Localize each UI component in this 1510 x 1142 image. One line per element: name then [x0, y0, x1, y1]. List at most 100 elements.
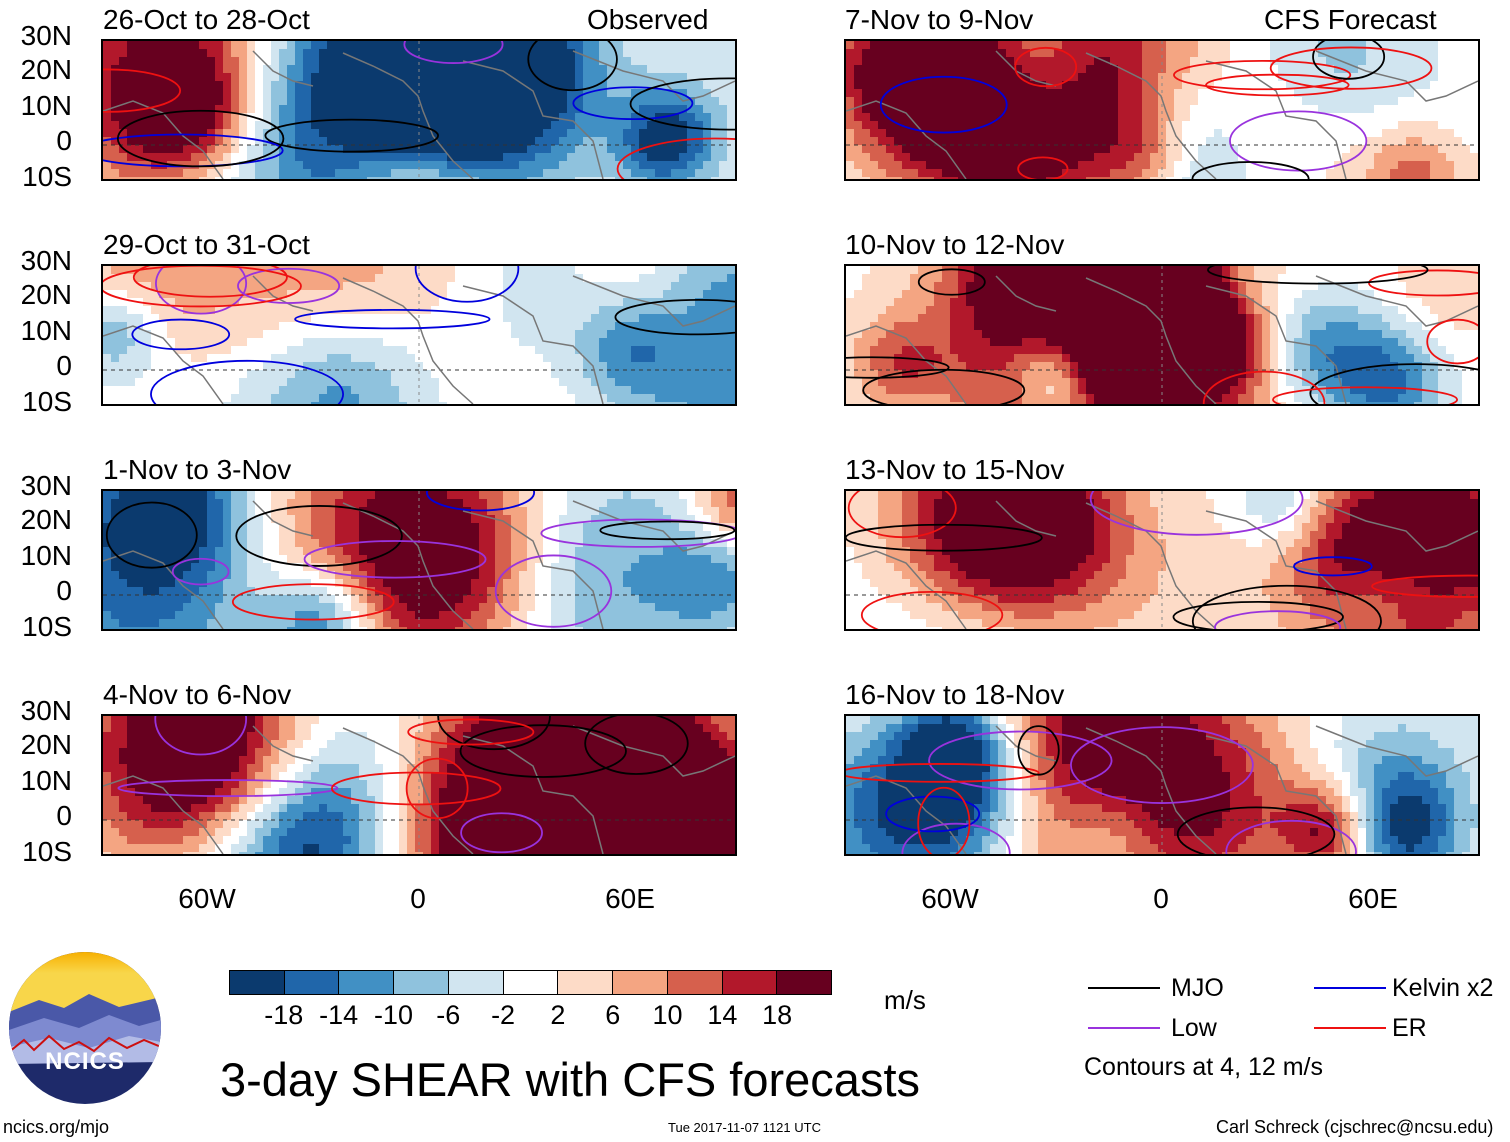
lat-label: 10N	[20, 315, 72, 346]
lat-label: 0	[56, 575, 72, 606]
shear-map	[846, 716, 1478, 854]
low-contour	[154, 716, 248, 756]
low-contour	[1089, 491, 1304, 536]
colorbar-tick-label: -10	[373, 1000, 413, 1030]
mjo-contour	[917, 268, 986, 296]
colorbar-tick-label: 18	[762, 1000, 793, 1030]
colorbar-swatch	[557, 971, 613, 994]
lat-label: 20N	[20, 279, 72, 310]
coastline	[1315, 500, 1478, 552]
panel-forecast-1	[844, 39, 1480, 181]
panel-observed-1	[101, 39, 737, 181]
coastline	[462, 60, 604, 179]
panel-title: 13-Nov to 15-Nov	[845, 454, 1065, 485]
colorbar-swatch	[666, 971, 722, 994]
colorbar-swatch	[776, 971, 832, 994]
colorbar-tick-label: -18	[264, 1000, 304, 1030]
coastline	[572, 275, 735, 327]
er-contour	[860, 591, 1004, 629]
coastline	[252, 50, 314, 87]
low-contour	[1214, 610, 1342, 629]
panel-observed-2	[101, 264, 737, 406]
shear-map	[846, 41, 1478, 179]
mjo-contour	[437, 716, 551, 751]
kelvin-contour	[426, 491, 536, 512]
er-contour	[616, 137, 735, 179]
er-contour	[1205, 73, 1350, 97]
mjo-contour	[1172, 601, 1344, 629]
lat-label: 10N	[20, 540, 72, 571]
low-contour	[1070, 726, 1254, 804]
column-header-forecast: CFS Forecast	[1264, 4, 1437, 35]
lat-label: 20N	[20, 54, 72, 85]
legend-label-low: Low	[1171, 1014, 1217, 1042]
legend-line-mjo	[1088, 987, 1160, 989]
mjo-contour	[599, 520, 735, 541]
legend-label-kelvin: Kelvin x2	[1392, 974, 1494, 1002]
coastline	[252, 725, 314, 762]
panel-title: 16-Nov to 18-Nov	[845, 679, 1065, 710]
low-contour	[237, 267, 341, 304]
low-contour	[403, 41, 504, 64]
colorbar-tick-label: -6	[436, 1000, 461, 1030]
mjo-contour	[1309, 363, 1478, 404]
panel-forecast-2	[844, 264, 1480, 406]
kelvin-contour	[572, 86, 694, 121]
colorbar-swatch	[283, 971, 339, 994]
er-contour	[103, 68, 182, 113]
coastline	[1205, 285, 1347, 404]
coastline	[1315, 275, 1478, 327]
lat-label: 0	[56, 125, 72, 156]
kelvin-contour	[150, 359, 344, 404]
low-contour	[1229, 110, 1368, 172]
panel-title: 7-Nov to 9-Nov	[845, 4, 1034, 35]
low-contour	[460, 812, 543, 854]
legend-line-er	[1314, 1027, 1386, 1029]
lat-label: 20N	[20, 504, 72, 535]
lat-label: 10N	[20, 765, 72, 796]
coastline	[995, 500, 1057, 537]
coastline	[462, 285, 604, 404]
er-contour	[405, 757, 469, 820]
low-contour	[117, 779, 339, 798]
colorbar-swatch	[721, 971, 777, 994]
lat-label: 10S	[22, 161, 72, 192]
shear-map	[103, 716, 735, 854]
mjo-contour	[862, 368, 1026, 404]
shear-map	[103, 491, 735, 629]
coastline	[342, 502, 474, 629]
mjo-contour	[459, 724, 627, 778]
mjo-contour	[527, 41, 618, 92]
mjo-contour	[846, 523, 1043, 552]
coastline	[342, 727, 474, 854]
er-contour	[1272, 386, 1458, 404]
colorbar-swatch	[393, 971, 448, 994]
low-contour	[171, 557, 230, 586]
panel-forecast-3	[844, 489, 1480, 631]
coastline	[252, 500, 314, 537]
legend-line-kelvin	[1314, 987, 1386, 989]
coastline	[995, 50, 1057, 87]
kelvin-contour	[294, 309, 491, 330]
er-contour	[847, 491, 957, 539]
mjo-contour	[1017, 725, 1060, 776]
panel-title: 4-Nov to 6-Nov	[103, 679, 292, 710]
colorbar-tick-label: -2	[491, 1000, 516, 1030]
footer-url[interactable]: ncics.org/mjo	[3, 1117, 110, 1137]
lat-label: 30N	[20, 695, 72, 726]
panel-forecast-4	[844, 714, 1480, 856]
mjo-contour	[1176, 806, 1336, 854]
colorbar-tick-label: 6	[605, 1000, 621, 1030]
colorbar-tick-label: 2	[550, 1000, 566, 1030]
legend-line-low	[1088, 1027, 1160, 1029]
low-contour	[901, 822, 1011, 854]
er-contour	[1014, 46, 1078, 88]
units-label: m/s	[884, 985, 926, 1015]
coastline	[342, 52, 474, 179]
coastline	[252, 275, 314, 312]
er-contour	[1202, 370, 1326, 404]
colorbar-swatch	[338, 971, 394, 994]
panel-observed-4	[101, 714, 737, 856]
coastline	[1315, 725, 1478, 777]
coastline	[572, 725, 735, 777]
